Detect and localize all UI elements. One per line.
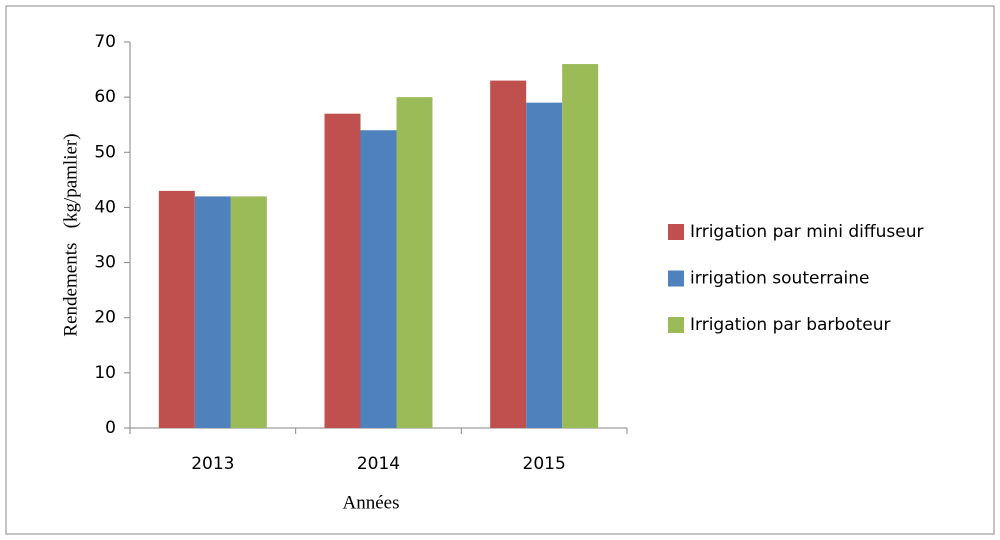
legend-label: Irrigation par mini diffuseur [690, 222, 923, 242]
legend-label: Irrigation par barboteur [690, 315, 890, 335]
legend-swatch [668, 224, 684, 240]
bar [360, 130, 397, 428]
x-tick-label: 2013 [191, 454, 234, 474]
bar [396, 97, 433, 429]
legend-swatch [668, 317, 684, 333]
y-tick-label: 70 [94, 32, 116, 52]
y-tick-label: 60 [94, 87, 116, 107]
y-tick-label: 0 [105, 418, 116, 438]
y-tick-label: 50 [94, 142, 116, 162]
bar [562, 64, 599, 429]
legend-label: irrigation souterraine [690, 269, 870, 289]
bar [230, 196, 267, 428]
bar [194, 196, 231, 428]
bar [526, 102, 563, 429]
bar [158, 190, 195, 428]
x-axis-label: Années [343, 492, 400, 513]
x-tick-label: 2015 [523, 454, 566, 474]
bar [490, 80, 527, 428]
x-tick-label: 2014 [357, 454, 400, 474]
y-axis-label: Rendements (kg/pamlier) [60, 133, 81, 336]
legend-swatch [668, 270, 684, 287]
bar [324, 113, 361, 428]
y-tick-label: 20 [94, 308, 116, 328]
y-tick-label: 10 [94, 363, 116, 383]
y-tick-label: 40 [94, 197, 116, 217]
y-tick-label: 30 [94, 253, 116, 273]
